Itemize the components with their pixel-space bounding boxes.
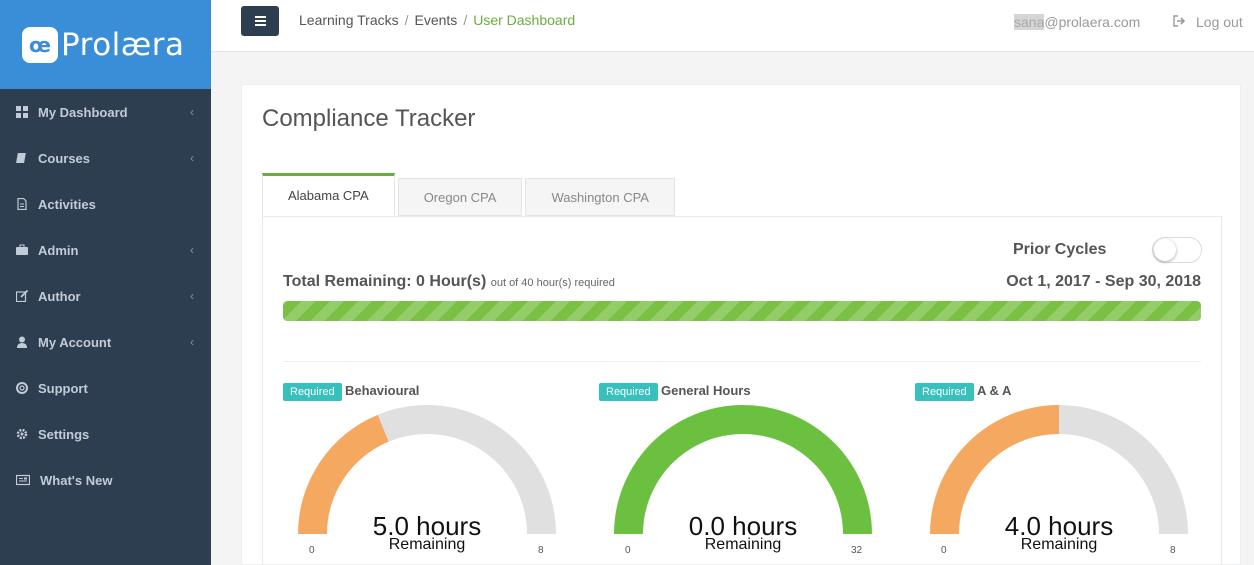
gauge-min: 0 (309, 545, 315, 556)
life-ring-icon (16, 382, 28, 394)
sign-out-icon (1173, 14, 1186, 30)
sidebar-item-label: My Dashboard (38, 104, 128, 120)
logo-text: Prolæra (61, 26, 185, 63)
prior-cycles-toggle[interactable] (1152, 237, 1202, 263)
sidebar-item-courses[interactable]: Courses ‹ (0, 135, 211, 181)
required-badge: Required (915, 383, 974, 401)
gauge-card-a-and-a: Required A & A 4.0 hours Remaining 0 8 (915, 379, 1215, 565)
chevron-left-icon: ‹ (190, 151, 194, 165)
sidebar-item-settings[interactable]: Settings (0, 411, 211, 457)
total-remaining-label: Total Remaining: 0 Hour(s) (283, 273, 487, 290)
divider (283, 361, 1201, 362)
book-icon (16, 152, 28, 164)
logout-label: Log out (1196, 14, 1243, 30)
gauge-remaining-label: Remaining (704, 536, 782, 553)
breadcrumb-user-dashboard: User Dashboard (473, 12, 576, 28)
user-icon (16, 336, 28, 348)
tab-washington-cpa[interactable]: Washington CPA (525, 178, 675, 216)
topbar: Learning Tracks / Events / User Dashboar… (211, 0, 1254, 52)
toggle-knob (1154, 239, 1176, 261)
page-title: Compliance Tracker (262, 105, 476, 132)
user-email: sana@prolaera.com (1014, 14, 1140, 30)
chevron-left-icon: ‹ (190, 335, 194, 349)
user-email-domain: @prolaera.com (1044, 14, 1141, 30)
prior-cycles-label: Prior Cycles (1013, 241, 1107, 258)
user-email-highlight: sana (1014, 14, 1045, 30)
gauge-title: A & A (977, 383, 1012, 398)
sidebar-item-activities[interactable]: Activities (0, 181, 211, 227)
tab-oregon-cpa[interactable]: Oregon CPA (397, 178, 523, 216)
total-progress-bar (283, 301, 1201, 321)
chevron-left-icon: ‹ (190, 289, 194, 303)
gauge-fill (298, 414, 389, 534)
tab-alabama-cpa[interactable]: Alabama CPA (262, 173, 395, 216)
edit-icon (16, 290, 28, 302)
progress-fill (283, 301, 1201, 321)
gauge-remaining-label: Remaining (1020, 536, 1098, 553)
gauge-remaining-label: Remaining (388, 536, 466, 553)
sidebar-item-label: Author (38, 288, 81, 304)
gauge-title: Behavioural (345, 383, 420, 398)
gauge-hours: 4.0 hours (1004, 511, 1114, 541)
gauge-title: General Hours (661, 383, 751, 398)
sidebar-item-my-account[interactable]: My Account ‹ (0, 319, 211, 365)
breadcrumb-separator: / (463, 12, 468, 28)
gauge-card-general-hours: Required General Hours 0.0 hours Remaini… (599, 379, 899, 565)
chevron-left-icon: ‹ (190, 243, 194, 257)
breadcrumb-learning-tracks[interactable]: Learning Tracks (299, 12, 399, 28)
breadcrumb-events[interactable]: Events (414, 12, 458, 28)
required-badge: Required (599, 383, 658, 401)
gauge-hours: 0.0 hours (688, 511, 798, 541)
compliance-panel: Compliance Tracker Alabama CPA Oregon CP… (241, 84, 1241, 565)
cycle-date-range: Oct 1, 2017 - Sep 30, 2018 (1006, 273, 1201, 290)
tab-bar: Alabama CPA Oregon CPA Washington CPA (262, 173, 678, 216)
gauge-chart (930, 405, 1188, 534)
sidebar-item-support[interactable]: Support (0, 365, 211, 411)
sidebar-item-label: Activities (38, 196, 96, 212)
briefcase-icon (16, 244, 28, 256)
sidebar-item-label: Admin (38, 242, 79, 258)
gear-icon (16, 428, 28, 440)
required-badge: Required (283, 383, 342, 401)
sidebar-item-label: Settings (38, 426, 90, 442)
sidebar-item-label: What's New (40, 472, 113, 488)
gauge-track (377, 405, 556, 534)
sidebar-item-admin[interactable]: Admin ‹ (0, 227, 211, 273)
gauge-max: 8 (538, 545, 544, 556)
total-required-note: out of 40 hour(s) required (490, 277, 615, 289)
gauge-min: 0 (625, 545, 631, 556)
logout-link[interactable]: Log out (1173, 14, 1243, 30)
file-icon (16, 198, 28, 210)
sidebar-item-label: Courses (38, 150, 91, 166)
gauge-hours: 5.0 hours (372, 511, 482, 541)
menu-toggle-button[interactable] (241, 6, 279, 36)
newspaper-icon (16, 474, 30, 486)
logo[interactable]: œ Prolæra (0, 0, 211, 89)
breadcrumb-separator: / (404, 12, 409, 28)
sidebar-item-label: Support (38, 380, 88, 396)
gauge-min: 0 (941, 545, 947, 556)
gauge-chart (298, 405, 556, 534)
chevron-left-icon: ‹ (190, 105, 194, 119)
gauge-track (1059, 405, 1188, 534)
dashboard-icon (16, 106, 28, 118)
sidebar: œ Prolæra My Dashboard ‹ Courses ‹ Activ… (0, 0, 211, 565)
gauge-fill (614, 404, 872, 534)
gauge-max: 8 (1170, 545, 1176, 556)
breadcrumb: Learning Tracks / Events / User Dashboar… (299, 12, 575, 28)
tab-content: Prior Cycles Total Remaining: 0 Hour(s) … (262, 216, 1222, 565)
gauge-max: 32 (851, 545, 863, 556)
total-remaining: Total Remaining: 0 Hour(s) out of 40 hou… (283, 273, 615, 291)
hamburger-icon (254, 16, 266, 18)
sidebar-item-label: My Account (38, 334, 112, 350)
gauge-chart (614, 404, 872, 534)
logo-mark: œ (22, 26, 58, 63)
gauge-card-behavioural: Required Behavioural 5.0 hours Remaining… (283, 379, 583, 565)
sidebar-item-author[interactable]: Author ‹ (0, 273, 211, 319)
sidebar-item-whats-new[interactable]: What's New (0, 457, 211, 503)
sidebar-item-my-dashboard[interactable]: My Dashboard ‹ (0, 89, 211, 135)
gauge-fill (930, 405, 1059, 534)
